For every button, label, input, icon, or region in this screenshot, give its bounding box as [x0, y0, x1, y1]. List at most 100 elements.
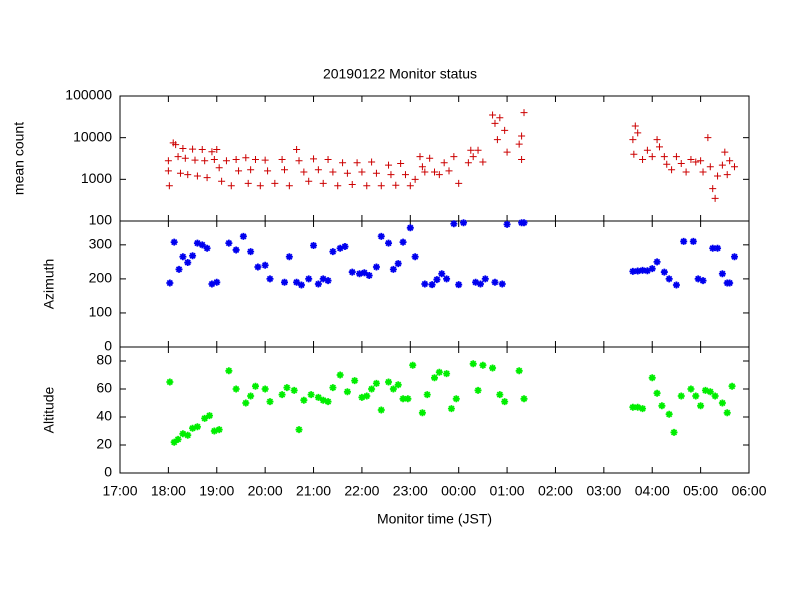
- data-point: [314, 166, 322, 174]
- data-point: [184, 431, 192, 439]
- data-point: [677, 159, 685, 167]
- data-point: [452, 395, 460, 403]
- data-point: [343, 169, 351, 177]
- data-point: [189, 145, 197, 153]
- data-point: [363, 392, 371, 400]
- data-point: [215, 426, 223, 434]
- data-point: [706, 388, 714, 396]
- data-point: [215, 164, 223, 172]
- data-point: [251, 382, 259, 390]
- data-point: [329, 384, 337, 392]
- data-point: [297, 281, 305, 289]
- x-tick-label: 23:00: [393, 483, 428, 499]
- data-point: [278, 391, 286, 399]
- data-point: [687, 385, 695, 393]
- data-point: [166, 378, 174, 386]
- x-tick-label: 17:00: [102, 483, 137, 499]
- data-point: [665, 275, 673, 283]
- data-point: [706, 163, 714, 171]
- data-point: [293, 146, 301, 153]
- data-point: [324, 398, 332, 406]
- data-point: [353, 159, 361, 167]
- y-tick-label: 100: [89, 212, 113, 228]
- data-point: [235, 167, 243, 175]
- data-point: [520, 219, 528, 227]
- data-point: [697, 157, 705, 165]
- data-point: [247, 248, 255, 256]
- data-point: [189, 252, 197, 260]
- data-point: [672, 281, 680, 289]
- data-point: [418, 409, 426, 417]
- data-point: [493, 136, 501, 144]
- data-point: [324, 277, 332, 285]
- data-point: [479, 158, 487, 166]
- y-tick-label: 20: [96, 436, 112, 452]
- data-point: [643, 146, 651, 154]
- data-point: [401, 171, 409, 179]
- data-point: [491, 278, 499, 286]
- data-point: [697, 402, 705, 410]
- data-point: [198, 241, 206, 249]
- data-point: [184, 259, 192, 267]
- x-tick-label: 01:00: [490, 483, 525, 499]
- y-axis-label: Altitude: [41, 386, 57, 433]
- data-point: [489, 111, 497, 119]
- data-point: [680, 237, 688, 245]
- data-point: [385, 239, 393, 247]
- data-point: [701, 386, 709, 394]
- data-point: [474, 386, 482, 394]
- plot-frame: [119, 346, 750, 474]
- data-point: [426, 154, 434, 162]
- y-tick-label: 60: [96, 380, 112, 396]
- data-point: [450, 153, 458, 161]
- data-point: [372, 379, 380, 387]
- x-axis-label: Monitor time (JST): [377, 511, 492, 527]
- data-point: [394, 260, 402, 268]
- data-point: [222, 157, 230, 165]
- data-point: [341, 243, 349, 251]
- data-point: [699, 277, 707, 285]
- data-point: [643, 267, 651, 275]
- data-point: [189, 424, 197, 432]
- data-point: [232, 155, 240, 163]
- x-tick-label: 04:00: [635, 483, 670, 499]
- data-point: [314, 280, 322, 288]
- data-point: [271, 179, 279, 187]
- data-point: [356, 270, 364, 278]
- data-point: [295, 426, 303, 434]
- data-point: [368, 158, 376, 166]
- data-point: [261, 261, 269, 269]
- data-point: [653, 258, 661, 266]
- data-point: [668, 166, 676, 174]
- data-point: [310, 242, 318, 250]
- data-point: [175, 265, 183, 273]
- data-point: [694, 275, 702, 283]
- data-point: [447, 405, 455, 413]
- data-point: [198, 146, 206, 153]
- data-point: [634, 403, 642, 411]
- data-point: [689, 237, 697, 245]
- data-point: [501, 126, 509, 134]
- data-point: [295, 157, 303, 165]
- data-point: [418, 163, 426, 171]
- data-point: [372, 263, 380, 271]
- data-point: [324, 155, 332, 163]
- data-point: [285, 182, 293, 190]
- data-point: [305, 275, 313, 283]
- data-point: [179, 253, 187, 261]
- y-tick-label: 0: [104, 338, 112, 354]
- data-point: [515, 140, 523, 148]
- x-tick-label: 00:00: [441, 483, 476, 499]
- data-point: [247, 392, 255, 400]
- data-point: [728, 382, 736, 390]
- data-point: [203, 244, 211, 252]
- data-point: [365, 271, 373, 279]
- data-point: [474, 146, 482, 154]
- data-point: [372, 169, 380, 177]
- data-point: [377, 406, 385, 414]
- data-point: [629, 267, 637, 275]
- data-point: [721, 148, 729, 156]
- data-point: [232, 246, 240, 254]
- data-point: [714, 244, 722, 252]
